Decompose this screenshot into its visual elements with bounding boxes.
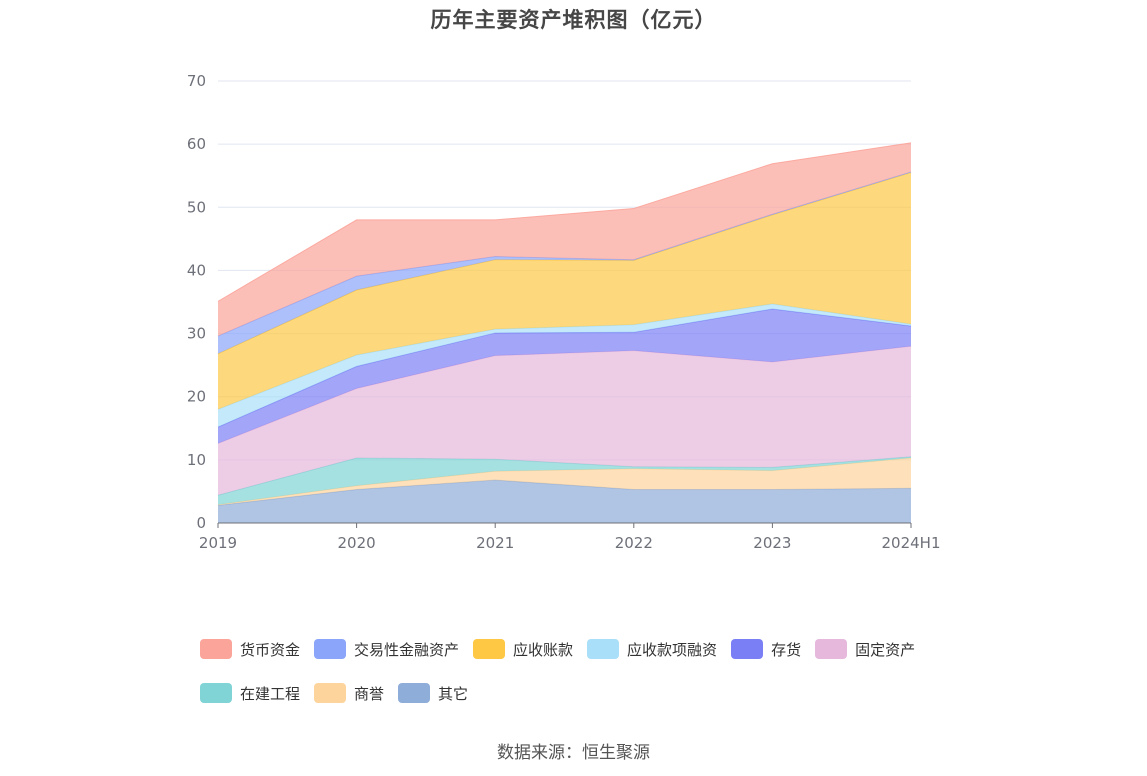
area-series-3 — [218, 346, 911, 496]
legend-item[interactable]: 应收款项融资 — [587, 638, 717, 660]
x-tick-label: 2021 — [476, 534, 514, 552]
legend-swatch — [815, 639, 848, 659]
legend-item[interactable]: 货币资金 — [200, 638, 300, 660]
legend-item[interactable]: 在建工程 — [200, 682, 300, 704]
area-series-4 — [218, 308, 911, 444]
legend-swatch — [473, 639, 506, 659]
legend-label: 交易性金融资产 — [354, 640, 460, 659]
area-series-edge-8 — [217, 142, 912, 302]
x-tick-label: 2022 — [615, 534, 653, 552]
area-series-edge-4 — [217, 308, 912, 428]
legend-item[interactable]: 交易性金融资产 — [314, 638, 459, 660]
y-tick-label: 0 — [196, 514, 206, 532]
chart-title: 历年主要资产堆积图（亿元） — [430, 8, 717, 32]
area-series-1 — [218, 457, 911, 506]
legend-item[interactable]: 应收账款 — [473, 638, 573, 660]
legend-label: 存货 — [771, 640, 802, 659]
legend-item[interactable]: 商誉 — [314, 682, 384, 704]
area-series-0 — [218, 480, 911, 523]
legend-label: 货币资金 — [240, 640, 301, 659]
x-tick-label: 2020 — [338, 534, 376, 552]
x-tick-label: 2023 — [753, 534, 791, 552]
area-series-edge-6 — [217, 172, 912, 355]
legend-item[interactable]: 存货 — [731, 638, 801, 660]
series-areas — [217, 142, 912, 523]
area-series-8 — [218, 142, 911, 337]
source-note: 数据来源：恒生聚源 — [497, 743, 650, 763]
area-series-2 — [218, 456, 911, 505]
axes: 0 10 20 30 40 50 60 70 2019 2020 2021 2022 2023 2024H… — [187, 72, 941, 552]
legend-swatch — [314, 639, 347, 659]
legend-item[interactable]: 固定资产 — [815, 638, 915, 660]
area-series-5 — [218, 303, 911, 428]
y-tick-label: 70 — [187, 72, 206, 90]
x-tick-label: 2024H1 — [882, 534, 941, 552]
legend-label: 在建工程 — [240, 684, 301, 703]
legend: 货币资金 交易性金融资产 应收账款 应收款项融资 存货 固定资产在建工程 商誉 其它 — [200, 638, 1000, 704]
legend-label: 商誉 — [354, 684, 385, 703]
y-tick-label: 40 — [187, 261, 206, 279]
legend-swatch — [731, 639, 764, 659]
legend-swatch — [200, 683, 232, 703]
legend-label: 应收款项融资 — [627, 640, 718, 659]
legend-label: 其它 — [438, 684, 469, 703]
area-series-6 — [218, 172, 911, 410]
y-tick-label: 10 — [187, 451, 206, 469]
legend-swatch — [398, 683, 431, 703]
x-tick-label: 2019 — [199, 534, 237, 552]
y-tick-label: 60 — [187, 135, 206, 153]
y-tick-label: 50 — [187, 198, 206, 216]
legend-swatch — [314, 683, 347, 703]
legend-item[interactable]: 其它 — [398, 682, 468, 704]
legend-label: 应收账款 — [513, 640, 574, 659]
legend-swatch — [587, 639, 620, 659]
legend-label: 固定资产 — [855, 640, 916, 659]
y-tick-label: 30 — [187, 325, 206, 343]
stacked-area-chart: 0 10 20 30 40 50 60 70 2019 2020 2021 2022 2023 2024H… — [187, 72, 941, 552]
legend-swatch — [200, 639, 232, 659]
y-tick-label: 20 — [187, 388, 206, 406]
